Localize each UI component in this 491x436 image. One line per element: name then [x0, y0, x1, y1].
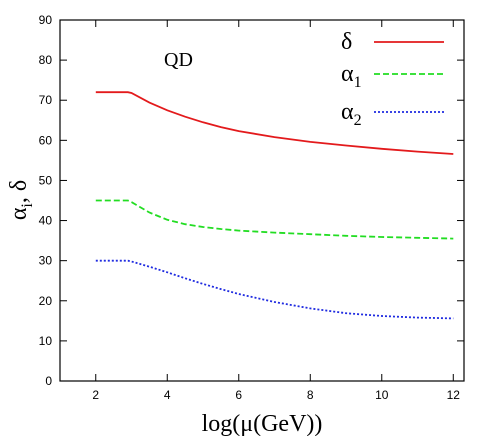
legend: δ α1 α2: [341, 29, 444, 129]
y-tick-label: 30: [39, 254, 53, 268]
x-tick-label: 8: [307, 388, 314, 402]
axis-ticks: 2 4 6 8 10 12 0 10 20 30 40 50 60 70 80 90: [39, 13, 464, 402]
y-tick-label: 60: [39, 133, 53, 147]
y-tick-label: 70: [39, 93, 53, 107]
x-tick-label: 4: [164, 388, 171, 402]
y-axis-title-sub: i: [19, 203, 36, 208]
y-tick-label: 50: [39, 173, 53, 187]
legend-label-3: α2: [341, 99, 362, 129]
series-line-2: [95, 199, 454, 240]
plot-frame: [59, 19, 465, 382]
x-tick-label: 12: [447, 388, 461, 402]
legend-label-1: δ: [341, 29, 352, 55]
y-tick-label: 0: [45, 374, 52, 388]
y-tick-label: 80: [39, 53, 53, 67]
series-line-1: [95, 91, 454, 155]
y-tick-label: 10: [39, 334, 53, 348]
y-tick-label: 40: [39, 214, 53, 228]
series-lines: [95, 91, 454, 320]
x-tick-label: 6: [235, 388, 242, 402]
chart-annotation: QD: [164, 49, 193, 71]
y-axis-title-rest: , δ: [6, 180, 32, 203]
series-line-3: [95, 259, 454, 320]
y-tick-label: 90: [39, 13, 53, 27]
x-tick-label: 10: [375, 388, 389, 402]
y-tick-label: 20: [39, 294, 53, 308]
legend-label-2: α1: [341, 61, 362, 91]
y-axis-title-main: α: [6, 207, 32, 220]
x-tick-label: 2: [92, 388, 99, 402]
y-axis-title: αi, δ: [6, 180, 36, 220]
x-axis-title: log(μ(GeV)): [202, 411, 323, 436]
